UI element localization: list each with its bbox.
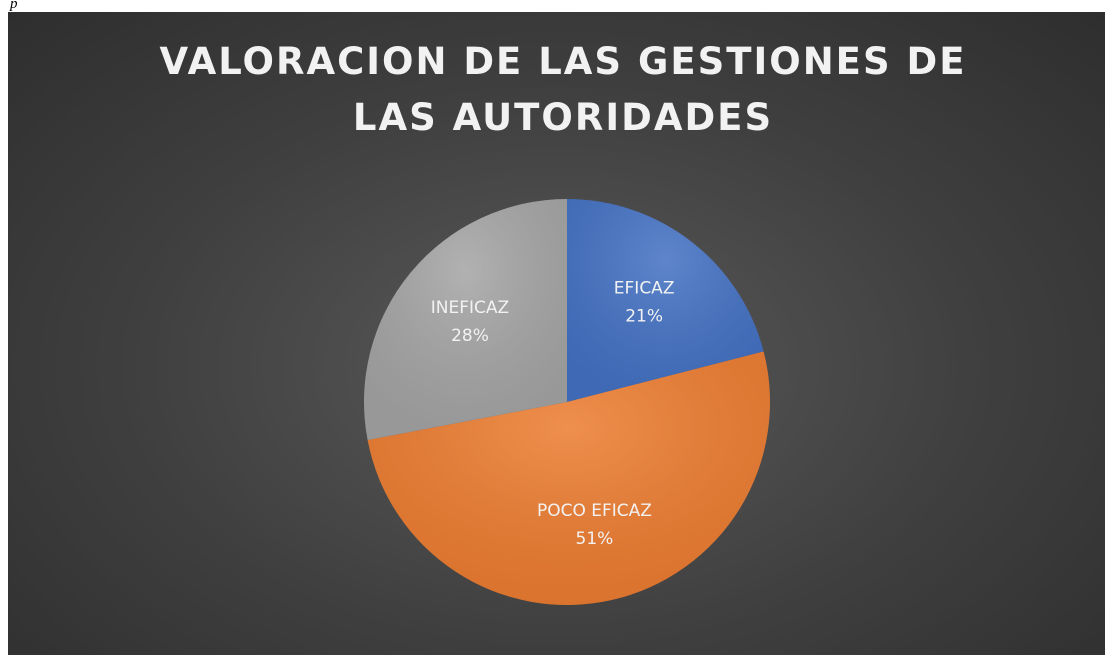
slice-label: POCO EFICAZ bbox=[537, 501, 652, 521]
slice-value-label: 21% bbox=[625, 307, 663, 327]
slice-shade bbox=[364, 199, 567, 441]
slice-value-label: 28% bbox=[451, 326, 489, 346]
slice-label: INEFICAZ bbox=[431, 298, 509, 318]
chart-area: EFICAZ 21% POCO EFICAZ 51% INEFICAZ 28% VALOR… bbox=[8, 12, 1105, 655]
slice-shade bbox=[567, 199, 764, 402]
slice-label: EFICAZ bbox=[614, 279, 675, 299]
chart: EFICAZ 21% POCO EFICAZ 51% INEFICAZ 28% bbox=[364, 199, 771, 606]
chart-title: VALORACION DE LAS GESTIONES DE LAS AUTOR… bbox=[159, 40, 967, 139]
slice-value-label: 51% bbox=[576, 529, 614, 549]
slice-shade bbox=[367, 351, 771, 606]
caption: p bbox=[10, 0, 18, 12]
